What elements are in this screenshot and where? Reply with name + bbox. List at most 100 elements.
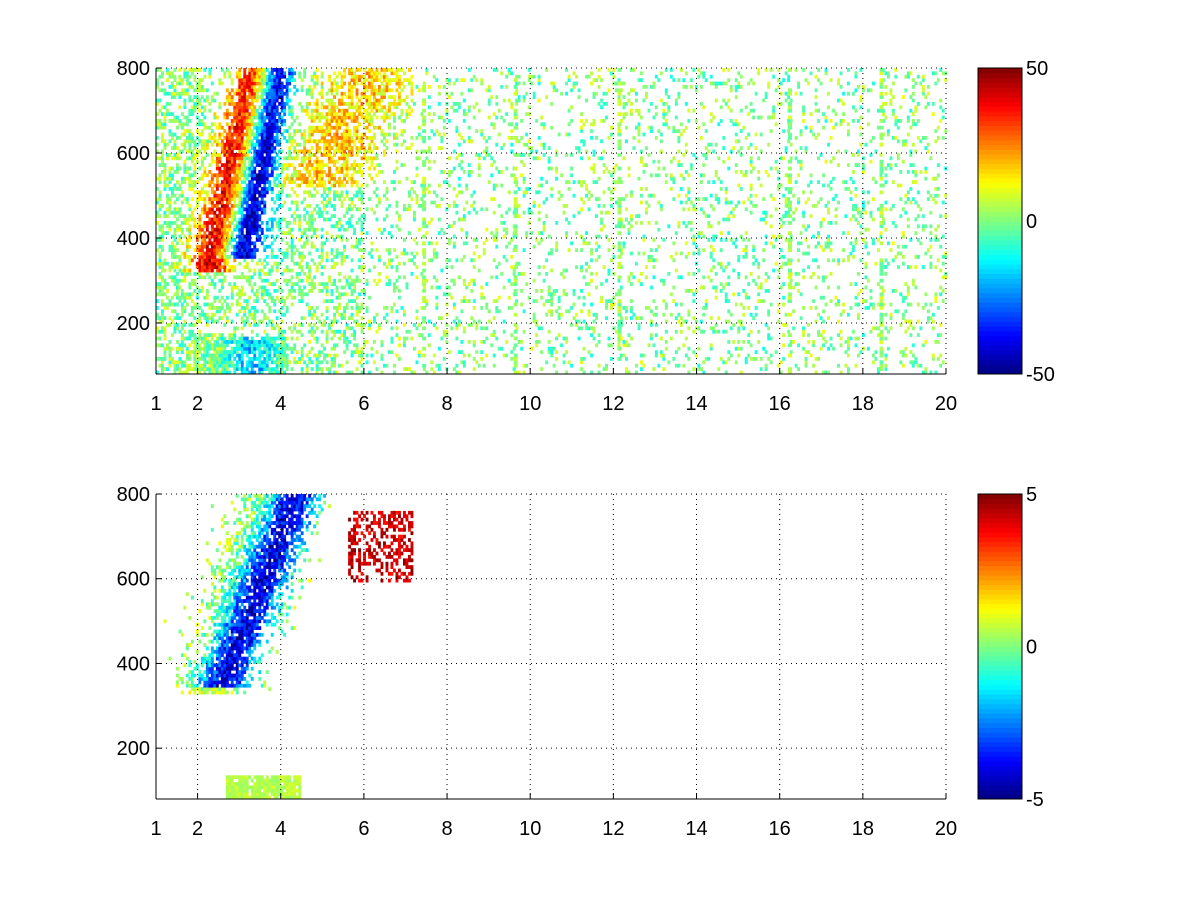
heatmap-cell (358, 112, 361, 116)
heatmap-cell (425, 156, 429, 161)
heatmap-cell (350, 350, 354, 354)
heatmap-cell (345, 207, 349, 212)
heatmap-cell (288, 81, 292, 86)
heatmap-cell (250, 142, 254, 147)
heatmap-cell (161, 312, 164, 317)
heatmap-cell (203, 357, 207, 361)
heatmap-cell (323, 353, 326, 358)
heatmap-cell (178, 81, 182, 86)
heatmap-cell (313, 173, 317, 178)
heatmap-cell (208, 370, 212, 375)
heatmap-cell (225, 261, 229, 266)
heatmap-cell (460, 78, 464, 82)
heatmap-cell (298, 173, 302, 178)
heatmap-cell (487, 85, 491, 89)
heatmap-cell (393, 187, 396, 191)
heatmap-cell (188, 224, 192, 229)
heatmap-cell (313, 309, 317, 314)
heatmap-cell (375, 74, 379, 79)
heatmap-cell (532, 319, 536, 324)
heatmap-cell (358, 278, 361, 283)
heatmap-cell (265, 360, 269, 365)
heatmap-cell (320, 367, 324, 371)
heatmap-cell (235, 163, 239, 167)
heatmap-cell (360, 255, 364, 259)
heatmap-cell (502, 234, 506, 239)
heatmap-cell (360, 183, 364, 188)
heatmap-cell (273, 302, 277, 307)
heatmap-cell (360, 268, 364, 273)
heatmap-cell (323, 197, 326, 201)
heatmap-cell (355, 221, 359, 225)
heatmap-cell (315, 125, 319, 130)
heatmap-cell (353, 285, 356, 290)
heatmap-cell (243, 139, 247, 144)
heatmap-cell (373, 319, 376, 324)
heatmap-cell (318, 119, 322, 123)
heatmap-cell (161, 204, 164, 208)
heatmap-cell (320, 74, 324, 79)
heatmap-cell (205, 346, 209, 351)
heatmap-cell (203, 268, 207, 273)
heatmap-cell (313, 180, 317, 184)
heatmap-cell (173, 238, 177, 242)
heatmap-cell (161, 360, 164, 365)
heatmap-cell (275, 261, 279, 266)
heatmap-cell (205, 312, 209, 317)
heatmap-cell (323, 149, 326, 154)
heatmap-cell (517, 261, 521, 266)
heatmap-cell (230, 132, 234, 137)
heatmap-cell (228, 149, 232, 154)
heatmap-cell (393, 102, 396, 106)
heatmap-cell (190, 180, 194, 184)
heatmap-cell (203, 275, 207, 280)
heatmap-cell (315, 129, 319, 133)
heatmap-cell (530, 81, 534, 86)
heatmap-cell (375, 125, 379, 130)
heatmap-cell (278, 95, 282, 99)
heatmap-cell (176, 210, 179, 215)
heatmap-cell (245, 210, 249, 215)
heatmap-cell (335, 146, 339, 150)
heatmap-cell (188, 142, 192, 147)
heatmap-cell (248, 163, 252, 167)
heatmap-cell (472, 282, 476, 286)
heatmap-cell (260, 170, 264, 174)
heatmap-cell (161, 244, 164, 249)
heatmap-cell (417, 227, 421, 232)
heatmap-cell (348, 221, 351, 225)
heatmap-cell (393, 78, 396, 82)
heatmap-cell (243, 234, 247, 239)
heatmap-cell (250, 370, 254, 375)
heatmap-cell (348, 166, 351, 171)
heatmap-cell (298, 183, 302, 188)
heatmap-cell (475, 360, 479, 365)
heatmap-cell (487, 88, 491, 93)
heatmap-cell (320, 343, 324, 348)
heatmap-cell (245, 112, 249, 116)
heatmap-cell (358, 241, 361, 246)
heatmap-cell (210, 241, 214, 246)
heatmap-cell (225, 146, 229, 150)
heatmap-cell (437, 102, 441, 106)
heatmap-cell (218, 156, 222, 161)
heatmap-cell (183, 91, 187, 96)
heatmap-cell (240, 244, 244, 249)
heatmap-cell (328, 119, 331, 123)
heatmap-cell (255, 173, 259, 178)
heatmap-cell (198, 85, 202, 89)
heatmap-cell (293, 129, 297, 133)
heatmap-cell (235, 156, 239, 161)
heatmap-cell (285, 221, 289, 225)
heatmap-cell (228, 146, 232, 150)
heatmap-cell (522, 176, 526, 181)
heatmap-cell (308, 125, 312, 130)
heatmap-cell (161, 125, 164, 130)
heatmap-cell (457, 183, 461, 188)
heatmap-cell (250, 204, 254, 208)
heatmap-cell (502, 329, 506, 334)
heatmap-cell (205, 302, 209, 307)
heatmap-cell (353, 244, 356, 249)
heatmap-cell (268, 163, 272, 167)
heatmap-cell (243, 105, 247, 110)
